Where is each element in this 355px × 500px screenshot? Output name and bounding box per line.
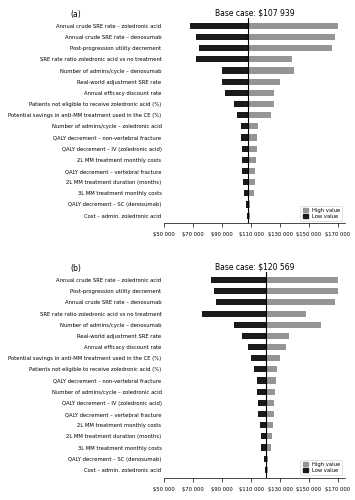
Bar [257,388,266,395]
Bar [266,456,268,462]
Bar [258,411,266,417]
Bar [196,56,248,62]
Bar [202,310,266,316]
Bar [248,112,271,118]
Bar [213,288,266,294]
Bar [266,444,271,450]
Bar [266,378,276,384]
Legend: High value, Low value: High value, Low value [300,460,343,475]
Bar [251,355,266,362]
Bar [237,112,248,118]
Bar [248,344,266,350]
Bar [266,300,335,306]
Bar [196,34,248,40]
Bar [190,23,248,29]
Bar [260,422,266,428]
Bar [264,456,266,462]
Bar [266,310,306,316]
Title: Base case: $107 939: Base case: $107 939 [215,8,295,18]
Bar [217,300,266,306]
Bar [247,212,248,218]
Bar [266,434,272,440]
Text: (a): (a) [70,10,81,19]
Bar [248,34,335,40]
Bar [242,157,248,163]
Bar [248,124,258,130]
Bar [266,400,274,406]
Bar [241,134,248,140]
Bar [258,400,266,406]
Bar [261,444,266,450]
Bar [242,146,248,152]
Bar [248,179,255,185]
Bar [199,45,248,52]
Bar [261,434,266,440]
Bar [243,179,248,185]
Bar [266,277,338,283]
Bar [266,344,286,350]
Bar [234,101,248,107]
Bar [225,90,248,96]
Bar [254,366,266,372]
Bar [246,202,248,207]
Bar [248,56,291,62]
Bar [266,422,273,428]
Bar [248,134,257,140]
Bar [266,411,274,417]
Bar [248,78,280,85]
Bar [244,190,248,196]
Bar [248,23,338,29]
Bar [257,378,266,384]
Bar [265,467,266,473]
Bar [248,157,256,163]
Bar [266,467,268,473]
Bar [248,68,295,73]
Bar [248,90,274,96]
Text: (b): (b) [70,264,81,273]
Bar [211,277,266,283]
Bar [266,333,289,339]
Bar [266,355,280,362]
Bar [248,101,274,107]
Bar [266,322,321,328]
Bar [248,45,332,52]
Bar [248,212,250,218]
Bar [222,78,248,85]
Bar [266,366,277,372]
Legend: High value, Low value: High value, Low value [300,206,343,221]
Bar [248,190,254,196]
Bar [222,68,248,73]
Bar [248,202,250,207]
Bar [241,124,248,130]
Bar [266,388,275,395]
Bar [234,322,266,328]
Bar [242,333,266,339]
Bar [266,288,338,294]
Bar [242,168,248,174]
Bar [248,168,256,174]
Bar [248,146,257,152]
Title: Base case: $120 569: Base case: $120 569 [215,262,295,272]
